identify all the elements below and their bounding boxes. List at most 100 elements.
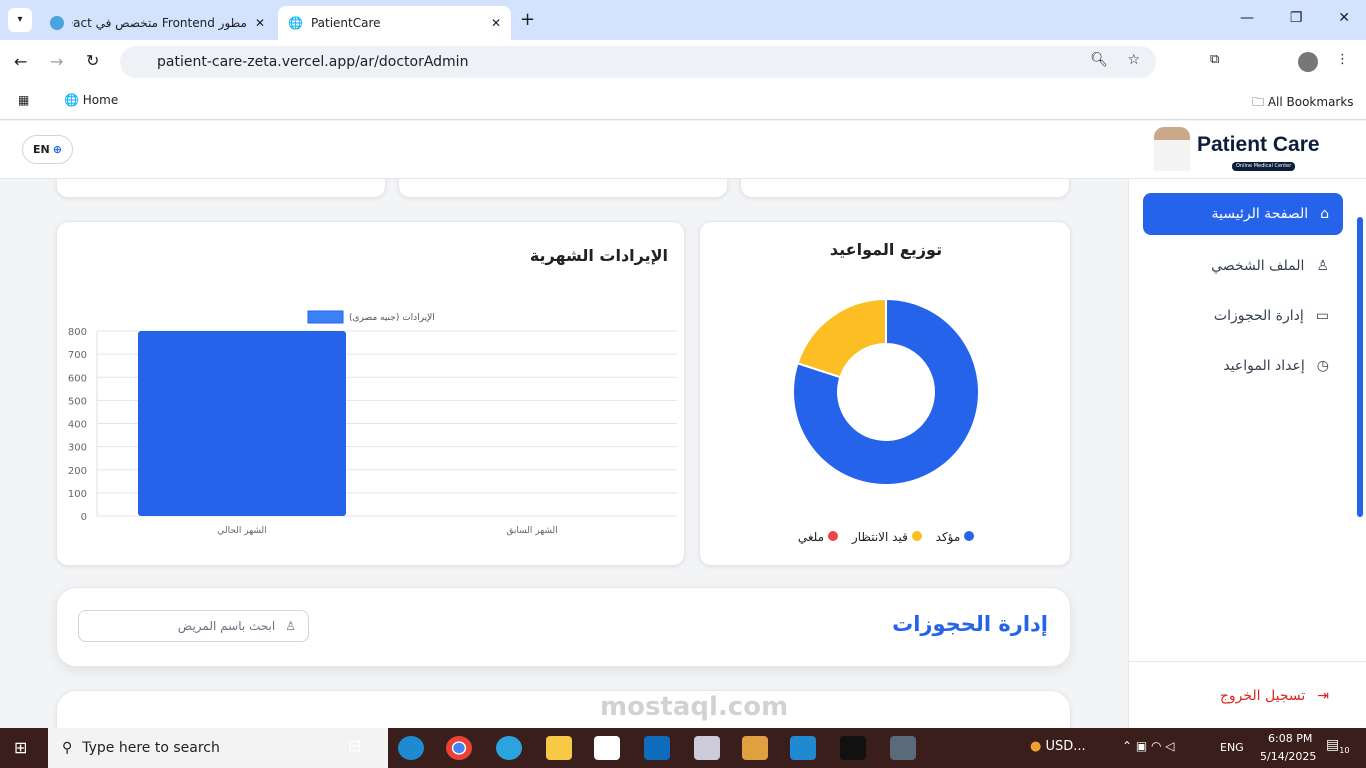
notifications-icon[interactable]: ▤10 (1326, 737, 1350, 755)
globe-icon (50, 16, 64, 30)
url-field[interactable]: patient-care-zeta.vercel.app/ar/doctorAd… (120, 46, 1156, 78)
bookmark-home[interactable]: 🌐 Home (64, 93, 119, 107)
sidebar-item-bookings[interactable]: إدارة الحجوزات ▭ (1213, 308, 1329, 324)
globe-icon: ⊕ (52, 143, 62, 156)
task-view-icon[interactable]: ⊟ (348, 736, 362, 755)
file-explorer-icon[interactable] (546, 736, 572, 760)
logout-button[interactable]: تسجيل الخروج ⇥ (1219, 688, 1329, 704)
tray-icons[interactable]: ⌃ ▣ ◠ ◁ (1122, 739, 1175, 753)
dot-icon (911, 531, 922, 541)
reload-icon[interactable]: ↻ (86, 51, 100, 70)
profile-avatar[interactable] (1298, 52, 1318, 72)
legend-confirmed[interactable]: مؤكد (936, 530, 975, 544)
scrollbar[interactable] (1357, 217, 1363, 517)
y-tick-label: 300 (68, 443, 87, 454)
watermark: mostaql.com (600, 692, 789, 722)
logo[interactable]: Patient Care Online Medical Center (1152, 125, 1332, 175)
doctor-logo-image (1154, 127, 1190, 171)
zoom-icon[interactable]: 🔍︎ (1090, 52, 1108, 68)
y-tick-label: 800 (68, 327, 87, 338)
chrome-icon[interactable] (446, 736, 472, 760)
x-tick-label: الشهر الحالي (217, 526, 266, 536)
legend-label: الإيرادات (جنيه مصرى) (349, 313, 435, 323)
tab-inactive[interactable]: مطور Frontend متخصص في React✕ (40, 6, 275, 40)
y-tick-label: 700 (68, 350, 87, 361)
outlook-icon[interactable] (644, 736, 670, 760)
clock-icon: ◷ (1316, 358, 1329, 374)
calendar-icon: ▭ (1315, 308, 1329, 324)
language-button[interactable]: EN ⊕ (22, 135, 73, 164)
new-tab-button[interactable]: + (520, 9, 536, 30)
y-tick-label: 100 (68, 489, 87, 500)
windows-taskbar: ⊞ ⚲ Type here to search ⊟ ● USD... ⌃ ▣ ◠ … (0, 728, 1366, 768)
header-left: EN ⊕ (0, 121, 1128, 179)
appointments-donut-chart (792, 297, 980, 486)
clock-date[interactable]: 5/14/2025 (1260, 750, 1317, 763)
git-icon[interactable] (742, 736, 768, 760)
clock-time[interactable]: 6:08 PM (1268, 732, 1313, 745)
y-tick-label: 600 (68, 373, 87, 384)
revenue-title: الإيرادات الشهرية (529, 246, 668, 265)
back-icon[interactable]: ← (14, 52, 28, 71)
restore-icon[interactable]: ❐ (1289, 10, 1303, 26)
forward-icon[interactable]: → (50, 52, 64, 71)
dot-icon (964, 531, 975, 541)
user-icon: ♙ (285, 619, 296, 633)
appointments-donut-card: توزيع المواعيد مؤكد قيد الانتظار ملغي (699, 221, 1071, 566)
extensions-icon[interactable]: ⧉ (1210, 52, 1220, 67)
home-icon: ⌂ (1320, 206, 1329, 222)
telegram-icon[interactable] (496, 736, 522, 760)
revenue-bar-chart: 0 100 200 300 400 500 600 700 800 الشهر السابق الش… (68, 310, 677, 536)
donut-slice (796, 297, 887, 379)
vscode-icon[interactable] (790, 736, 816, 760)
browser-tab-strip: ▾ مطور Frontend متخصص في React✕ 🌐Patient… (0, 0, 1366, 40)
donut-title: توزيع المواعيد (829, 240, 943, 259)
revenue-chart-card: الإيرادات الشهرية 0 100 200 300 400 500 600 700… (56, 221, 685, 566)
language-indicator[interactable]: ENG (1220, 741, 1244, 754)
store-icon[interactable] (594, 736, 620, 760)
all-bookmarks[interactable]: 🗀 All Bookmarks (1252, 95, 1354, 109)
edge-icon[interactable] (398, 736, 424, 760)
app-icon[interactable] (840, 736, 866, 760)
close-icon[interactable]: ✕ (490, 16, 501, 30)
taskbar-search[interactable]: ⚲ Type here to search (48, 728, 388, 768)
bookmarks-bar: ▦ 🌐 Home 🗀 All Bookmarks (0, 84, 1366, 120)
sidebar-item-schedule[interactable]: إعداد المواعيد ◷ (1223, 358, 1329, 374)
bar (138, 331, 346, 516)
bookings-header-card: إدارة الحجوزات ابحث باسم المريض ♙ (56, 587, 1071, 667)
sidebar-item-profile[interactable]: الملف الشخصي ♙ (1211, 258, 1329, 274)
sidebar: الصفحة الرئيسية ⌂ الملف الشخصي ♙ إدارة الح… (1128, 179, 1366, 728)
close-icon[interactable]: ✕ (254, 16, 265, 30)
x-tick-label: الشهر السابق (506, 526, 557, 536)
weather-icon: ● (1030, 739, 1042, 754)
legend-pending[interactable]: قيد الانتظار (852, 530, 922, 544)
tab-active[interactable]: 🌐 PatientCare ✕ (278, 6, 511, 40)
windows-start-icon[interactable]: ⊞ (14, 738, 28, 757)
y-tick-label: 400 (68, 420, 87, 431)
tab-search-button[interactable]: ▾ (8, 8, 32, 32)
calculator-icon[interactable] (890, 736, 916, 760)
apps-icon[interactable]: ▦ (18, 93, 30, 107)
y-tick-label: 500 (68, 396, 87, 407)
dot-icon (827, 531, 838, 541)
y-tick-label: 0 (81, 512, 87, 523)
close-window-icon[interactable]: ✕ (1338, 10, 1350, 26)
sidebar-item-home[interactable]: الصفحة الرئيسية ⌂ (1143, 193, 1343, 235)
menu-icon[interactable]: ⋮ (1336, 52, 1349, 67)
donut-legend: مؤكد قيد الانتظار ملغي (700, 530, 1072, 544)
weather-widget[interactable]: ● USD... (1030, 739, 1086, 754)
y-tick-label: 200 (68, 466, 87, 477)
app-icon[interactable] (694, 736, 720, 760)
donut-slice (792, 297, 980, 486)
window-controls[interactable]: — ❐ ✕ (1240, 10, 1350, 26)
bookings-title: إدارة الحجوزات (892, 612, 1048, 636)
bookmark-star-icon[interactable]: ☆ (1127, 52, 1140, 68)
search-icon: ⚲ (62, 740, 73, 756)
logout-icon: ⇥ (1317, 688, 1329, 704)
divider (1129, 661, 1366, 662)
user-icon: ♙ (1316, 258, 1329, 274)
patient-search-input[interactable]: ابحث باسم المريض ♙ (78, 610, 309, 642)
legend-cancelled[interactable]: ملغي (798, 530, 838, 544)
legend-swatch (307, 310, 344, 324)
minimize-icon[interactable]: — (1240, 10, 1254, 26)
